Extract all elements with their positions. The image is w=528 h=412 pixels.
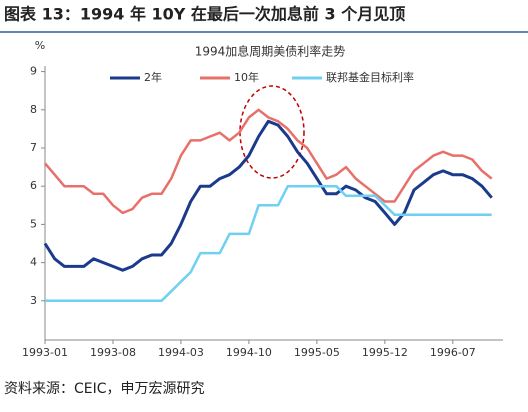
line-series [44, 108, 493, 215]
source: 资料来源：CEIC，申万宏源研究 [4, 381, 205, 397]
x-tick-label: 1993-01 [22, 346, 68, 359]
y-tick-label: 9 [30, 65, 37, 78]
y-tick-label: 8 [30, 103, 37, 116]
y-tick-label: 3 [30, 294, 37, 307]
legend-label: 联邦基金目标利率 [326, 70, 414, 84]
y-tick-label: 6 [30, 179, 37, 192]
legend-label: 2年 [144, 70, 162, 84]
x-tick-label: 1995-05 [294, 346, 340, 359]
y-tick-label: 7 [30, 141, 37, 154]
y-tick-label: 4 [30, 256, 37, 269]
highlight-ellipse [239, 85, 305, 179]
chart-title: 1994加息周期美债利率走势 [195, 44, 346, 59]
x-tick-label: 1994-03 [158, 346, 204, 359]
y-tick-label: 5 [30, 217, 37, 230]
x-tick-label: 1994-10 [226, 346, 272, 359]
x-tick-label: 1995-12 [362, 346, 408, 359]
x-tick-label: 1996-07 [430, 346, 476, 359]
x-tick-label: 1993-08 [90, 346, 136, 359]
y-unit: % [35, 39, 45, 52]
line-series [43, 119, 493, 272]
legend-label: 10年 [234, 70, 259, 84]
line-series [45, 184, 492, 303]
page-title: 图表 13：1994 年 10Y 在最后一次加息前 3 个月见顶 [4, 5, 405, 24]
